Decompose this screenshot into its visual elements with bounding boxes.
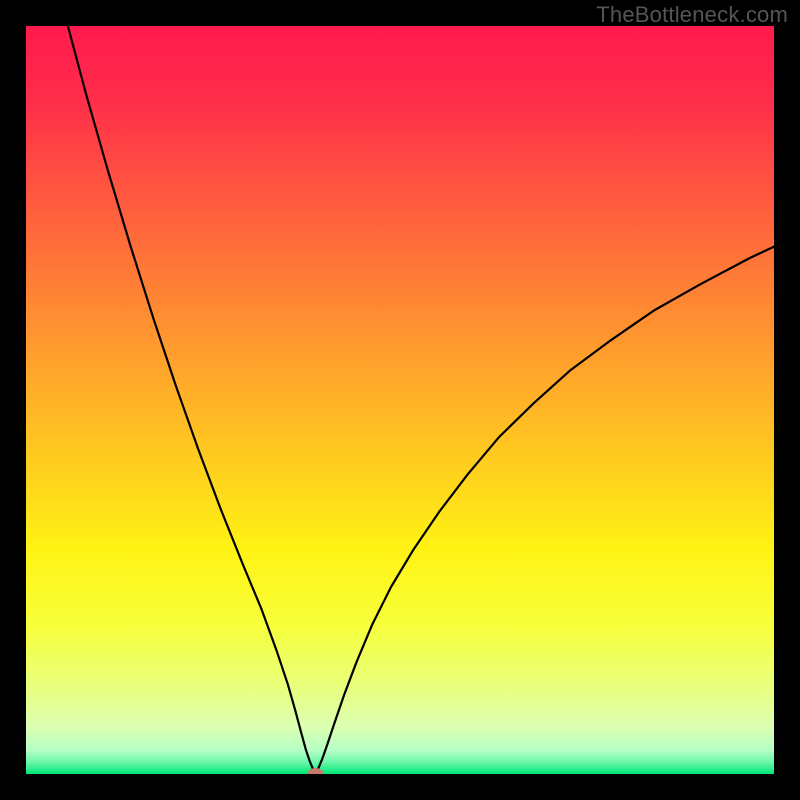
bottleneck-chart <box>0 0 800 800</box>
chart-background <box>26 26 774 774</box>
watermark-text: TheBottleneck.com <box>596 2 788 28</box>
